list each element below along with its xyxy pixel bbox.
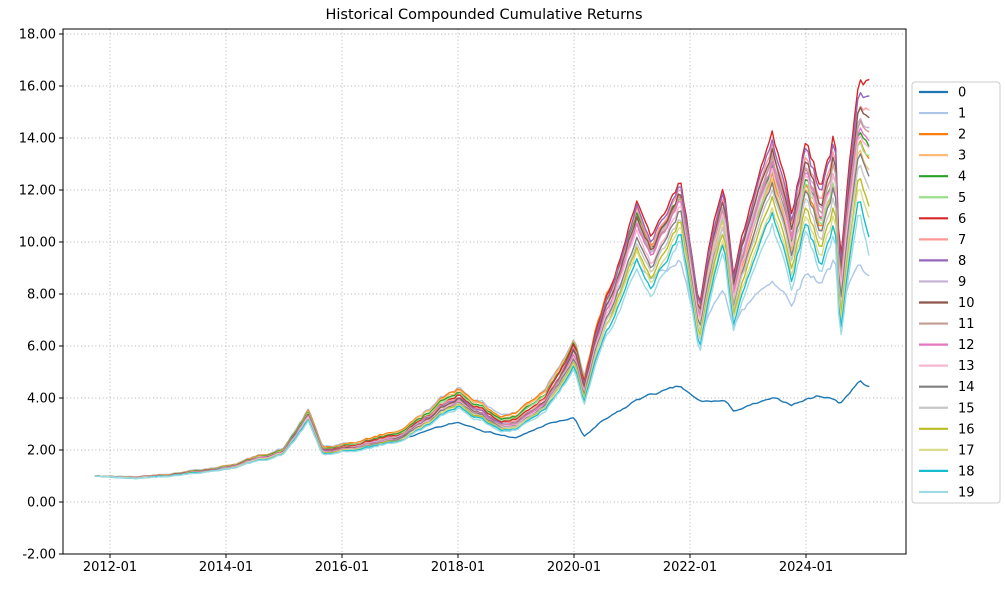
- x-tick-label: 2014-01: [199, 560, 253, 575]
- y-tick-label: 4.00: [27, 392, 56, 407]
- y-tick-label: -2.00: [22, 548, 56, 563]
- legend-item-8: 8: [919, 254, 966, 269]
- legend-item-label: 2: [958, 128, 966, 143]
- legend-item-label: 3: [958, 149, 966, 164]
- legend-item-label: 11: [958, 317, 975, 332]
- legend-item-label: 15: [958, 401, 975, 416]
- y-tick-label: 6.00: [27, 340, 56, 355]
- legend-item-label: 19: [958, 485, 975, 500]
- chart-title: Historical Compounded Cumulative Returns: [325, 7, 642, 23]
- legend-item-12: 12: [919, 338, 975, 353]
- x-tick-label: 2016-01: [315, 560, 369, 575]
- series-line-13: [94, 135, 870, 479]
- legend-item-label: 8: [958, 254, 966, 269]
- x-tick-label: 2020-01: [547, 560, 601, 575]
- y-tick-label: 0.00: [27, 496, 56, 511]
- legend-item-label: 12: [958, 338, 975, 353]
- x-tick-label: 2018-01: [431, 560, 485, 575]
- legend-item-label: 5: [958, 191, 966, 206]
- y-tick-label: 14.00: [19, 132, 56, 147]
- series-line-11: [94, 120, 870, 479]
- legend-item-label: 7: [958, 233, 966, 248]
- legend-item-label: 4: [958, 170, 966, 185]
- legend-item-6: 6: [919, 212, 966, 227]
- legend-item-label: 14: [958, 380, 975, 395]
- legend-box: [911, 81, 1001, 504]
- legend-item-3: 3: [919, 149, 966, 164]
- gridlines: [63, 29, 906, 554]
- y-tick-label: 16.00: [19, 80, 56, 95]
- legend-item-label: 17: [958, 443, 975, 458]
- series-line-4: [94, 132, 870, 479]
- plot-frame: [62, 28, 907, 555]
- y-tick-label: 12.00: [19, 184, 56, 199]
- y-tick-label: 2.00: [27, 444, 56, 459]
- legend-item-10: 10: [919, 296, 975, 311]
- series-line-2: [94, 140, 870, 478]
- x-axis-tick-labels: 2012-01 2014-01 2016-01 2018-01 2020-01 2022-…: [83, 560, 833, 575]
- legend-item-label: 16: [958, 422, 975, 437]
- x-tick-label: 2024-01: [779, 560, 833, 575]
- y-tick-label: 18.00: [19, 28, 56, 43]
- legend-item-label: 13: [958, 359, 975, 374]
- legend-item-1: 1: [919, 107, 966, 122]
- legend-item-label: 10: [958, 296, 975, 311]
- legend-item-14: 14: [919, 380, 975, 395]
- legend-item-0: 0: [919, 86, 966, 101]
- legend-item-2: 2: [919, 128, 966, 143]
- legend-item-11: 11: [919, 317, 975, 332]
- legend-item-label: 0: [958, 86, 966, 101]
- y-axis-tick-labels: -2.00 0.00 2.00 4.00 6.00 8.00 10.00 12.00 14.00…: [19, 28, 56, 563]
- legend-item-17: 17: [919, 443, 975, 458]
- x-tick-label: 2022-01: [663, 560, 717, 575]
- y-tick-label: 8.00: [27, 288, 56, 303]
- legend-item-13: 13: [919, 359, 975, 374]
- series-line-0: [94, 380, 870, 479]
- legend-item-9: 9: [919, 275, 966, 290]
- legend-item-19: 19: [919, 485, 975, 500]
- series-line-5: [94, 141, 870, 479]
- legend-item-7: 7: [919, 233, 966, 248]
- legend-item-18: 18: [919, 464, 975, 479]
- legend-item-15: 15: [919, 401, 975, 416]
- legend-item-label: 6: [958, 212, 966, 227]
- legend-item-16: 16: [919, 422, 975, 437]
- series-line-19: [94, 214, 870, 480]
- axis-ticks: [59, 33, 807, 558]
- legend-item-5: 5: [919, 191, 966, 206]
- series-line-17: [94, 189, 870, 479]
- legend-item-4: 4: [919, 170, 966, 185]
- legend-item-label: 1: [958, 107, 966, 122]
- series-line-1: [94, 259, 870, 478]
- legend-item-label: 18: [958, 464, 975, 479]
- y-tick-label: 10.00: [19, 236, 56, 251]
- series-line-7: [94, 105, 870, 479]
- legend-item-label: 9: [958, 275, 966, 290]
- series-line-10: [94, 106, 870, 479]
- series-lines: [94, 79, 870, 480]
- x-tick-label: 2012-01: [83, 560, 137, 575]
- series-line-12: [94, 127, 870, 479]
